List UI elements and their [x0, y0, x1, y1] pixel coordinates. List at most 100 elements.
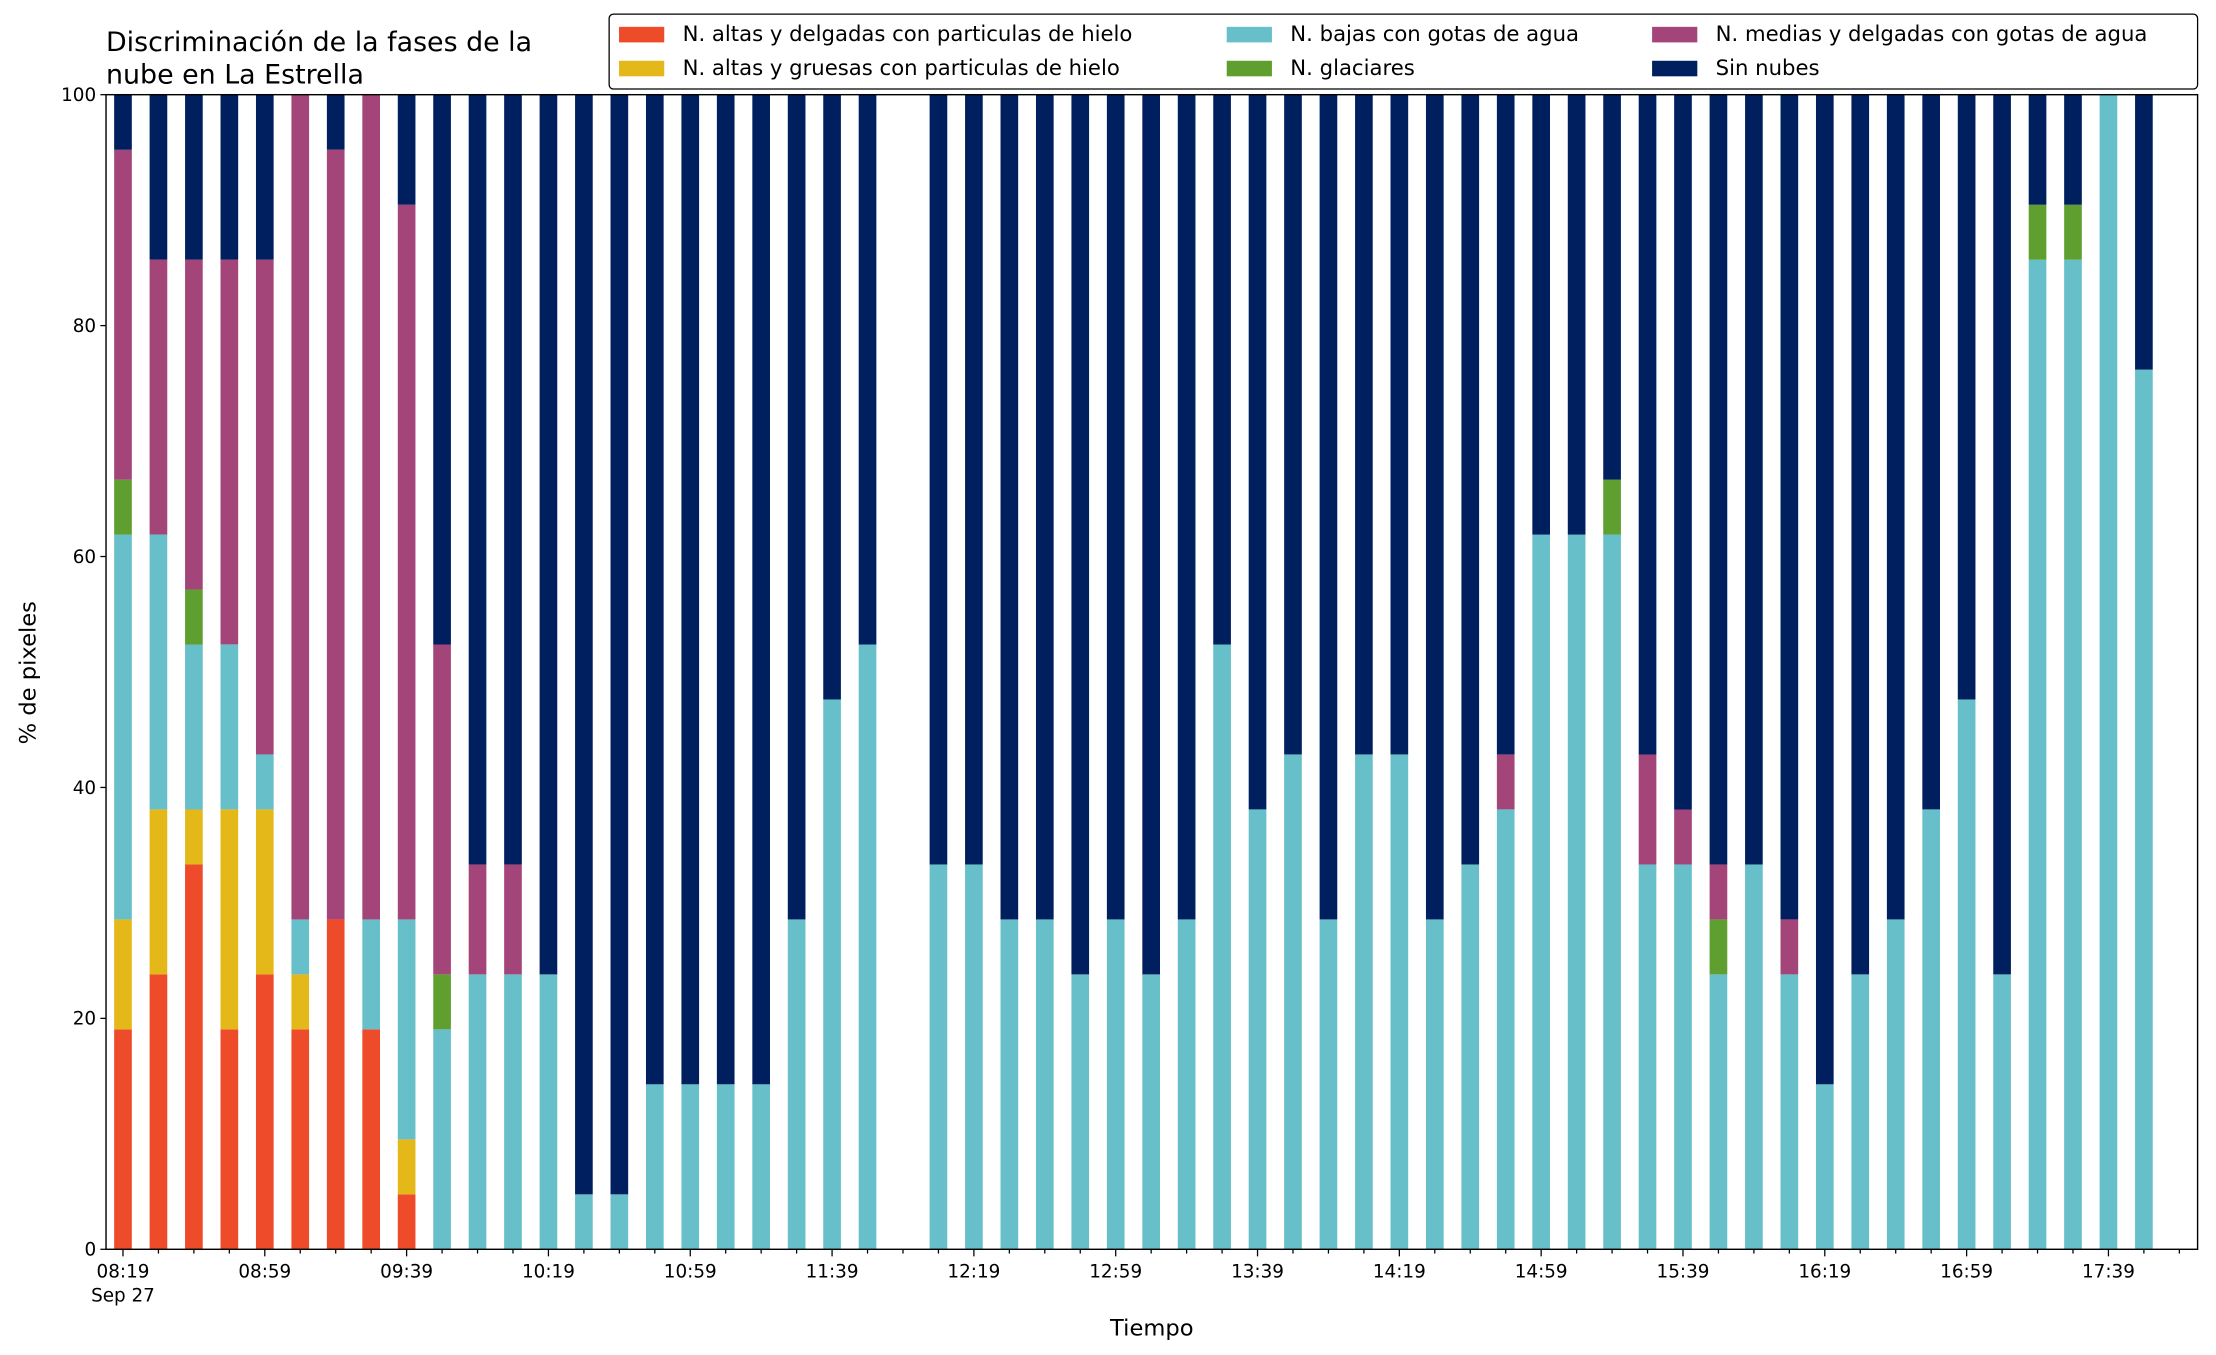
x-tick-label: 14:59 [1515, 1262, 1568, 1283]
x-date-label: Sep 27 [91, 1286, 155, 1307]
bar-segment [1567, 534, 1586, 1250]
bar-segment [2064, 259, 2082, 1250]
bar-segment [468, 94, 487, 865]
legend-box [608, 13, 2199, 90]
x-axis-label: Tiempo [1109, 1315, 1194, 1341]
bar-segment [1142, 974, 1160, 1250]
bar-segment [1035, 94, 1054, 920]
bar-segment [291, 94, 310, 920]
bar-segment [575, 1194, 593, 1250]
bar-segment [433, 94, 451, 645]
bar-segment [1886, 94, 1905, 920]
bar-segment [1425, 94, 1444, 920]
bar-segment [681, 94, 700, 1085]
bar-segment [752, 1084, 770, 1250]
x-tick-label: 08:19 [97, 1262, 150, 1283]
bar-segment [185, 259, 203, 590]
legend-label: N. medias y delgadas con gotas de agua [1716, 21, 2148, 46]
bar-segment [1000, 94, 1019, 920]
bar-segment [1496, 809, 1515, 1250]
y-tick-label: 80 [73, 316, 96, 337]
bar-segment [114, 149, 132, 480]
bar-segment [149, 534, 168, 810]
bar-segment [362, 94, 380, 920]
bar-segment [326, 149, 345, 920]
x-tick-label: 15:39 [1657, 1262, 1710, 1283]
bar-segment [255, 974, 274, 1250]
bar-segment [291, 1029, 310, 1250]
bar-segment [610, 1194, 629, 1250]
legend-label: N. glaciares [1290, 55, 1414, 80]
bar-segment [1993, 94, 2011, 975]
bar-segment [114, 919, 132, 1030]
bar-segment [1851, 94, 1870, 975]
bar-segment [504, 864, 522, 975]
x-tick-label: 11:39 [806, 1262, 859, 1283]
bar-segment [929, 94, 948, 865]
bar-segment [397, 204, 416, 920]
bar-segment [1674, 864, 1692, 1250]
bar-segment [362, 919, 380, 1030]
plot-frame [105, 93, 2199, 1250]
bar-segment [1355, 754, 1373, 1250]
bar-segment [397, 94, 416, 205]
bar-segment [1957, 94, 1976, 700]
bar-segment [2135, 94, 2153, 370]
bar-segment [965, 864, 983, 1250]
bar-segment [858, 94, 877, 645]
bar-segment [1745, 94, 1763, 865]
bar-segment [185, 644, 203, 810]
bar-segment [1461, 94, 1480, 865]
bar-segment [149, 974, 168, 1250]
bar-segment [1709, 974, 1728, 1250]
chart-title: nube en La Estrella [106, 59, 364, 90]
bar-segment [1567, 94, 1586, 535]
bar-segment [185, 809, 203, 865]
y-tick-label: 100 [61, 85, 96, 106]
bar-segment [1035, 919, 1054, 1250]
bar-segment [929, 864, 948, 1250]
x-tick-label: 14:19 [1373, 1262, 1426, 1283]
legend-swatch [619, 60, 665, 77]
legend-label: N. bajas con gotas de agua [1290, 21, 1579, 46]
legend-swatch [1652, 26, 1698, 43]
bar-segment [1674, 809, 1692, 865]
legend-swatch [1226, 60, 1272, 77]
bar-segment [397, 919, 416, 1140]
bar-segment [291, 974, 310, 1030]
legend: N. altas y delgadas con particulas de hi… [608, 13, 2199, 90]
bar-segment [1000, 919, 1019, 1250]
bar-segment [787, 94, 806, 920]
bar-segment [1461, 864, 1480, 1250]
bar-segment [433, 1029, 451, 1250]
bar-segment [681, 1084, 700, 1250]
bar-segment [1390, 94, 1409, 755]
legend-swatch [1226, 26, 1272, 43]
bar-segment [1780, 919, 1799, 975]
bar-segment [220, 94, 239, 260]
bar-segment [823, 699, 841, 1250]
bar-segment [1248, 94, 1267, 810]
bar-segment [1709, 94, 1728, 865]
bar-segment [1106, 94, 1125, 920]
bar-segment [539, 94, 558, 975]
bar-segment [504, 94, 522, 865]
bar-segment [645, 94, 664, 1085]
bar-segment [149, 809, 168, 975]
bar-segment [1780, 94, 1799, 920]
bar-segment [575, 94, 593, 1195]
bar-segment [1284, 94, 1302, 755]
bar-segment [433, 644, 451, 975]
bar-segment [2028, 259, 2047, 1250]
x-tick-label: 10:59 [664, 1262, 717, 1283]
bar-segment [1922, 809, 1940, 1250]
y-tick-label: 60 [73, 547, 96, 568]
bar-segment [255, 94, 274, 260]
bar-segment [1603, 94, 1621, 480]
bar-segment [504, 974, 522, 1250]
bar-segment [1213, 644, 1231, 1250]
x-tick-label: 10:19 [522, 1262, 575, 1283]
bar-segment [716, 94, 735, 1085]
bar-segment [114, 534, 132, 920]
bar-segment [1886, 919, 1905, 1250]
